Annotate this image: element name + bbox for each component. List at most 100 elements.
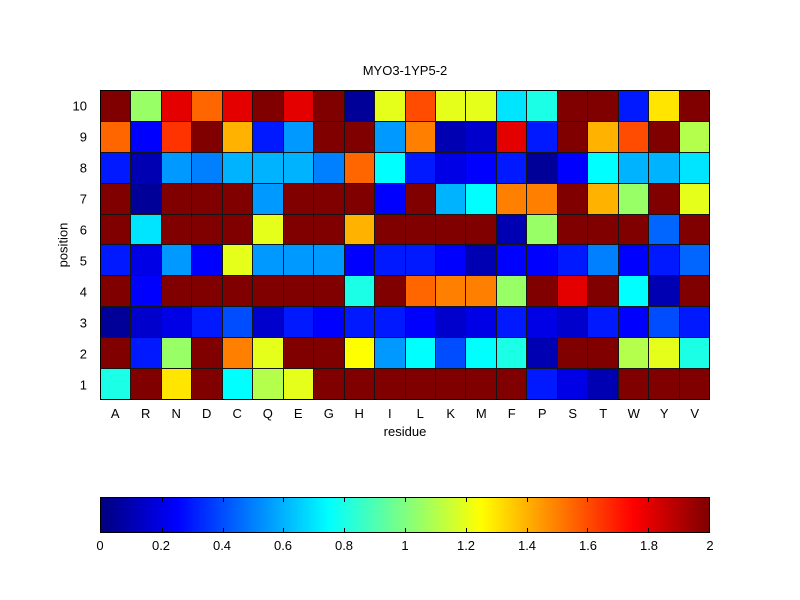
- heatmap-cell: [161, 307, 192, 338]
- heatmap-cell: [496, 307, 527, 338]
- colorbar-tickmark: [344, 498, 346, 502]
- heatmap-cell: [588, 276, 618, 307]
- heatmap-cell: [253, 183, 283, 214]
- x-tick-label: L: [416, 406, 424, 421]
- heatmap-cell: [161, 245, 192, 276]
- heatmap-cell: [679, 121, 709, 152]
- heatmap-cell: [496, 183, 527, 214]
- heatmap-cell: [344, 369, 375, 399]
- heatmap-cell: [557, 338, 588, 369]
- x-tick-label: E: [293, 406, 303, 421]
- heatmap-cell: [649, 214, 679, 245]
- colorbar-tickmark: [222, 528, 224, 532]
- y-tick-label: 6: [79, 222, 87, 237]
- heatmap-cell: [405, 245, 435, 276]
- heatmap-cell: [496, 152, 527, 183]
- chart-title: MYO3-1YP5-2: [362, 63, 448, 78]
- colorbar: [100, 497, 710, 533]
- heatmap-cell: [618, 338, 649, 369]
- heatmap-cell: [405, 152, 435, 183]
- heatmap-cell: [253, 307, 283, 338]
- heatmap-cell: [649, 276, 679, 307]
- heatmap-cell: [192, 369, 222, 399]
- heatmap-cell: [253, 152, 283, 183]
- colorbar-tickmark: [283, 498, 285, 502]
- heatmap-cell: [649, 183, 679, 214]
- x-tick-label: S: [568, 406, 578, 421]
- heatmap-cell: [131, 276, 161, 307]
- heatmap-cell: [466, 276, 496, 307]
- heatmap-cell: [679, 369, 709, 399]
- heatmap-cell: [344, 307, 375, 338]
- x-tick-label: W: [627, 406, 640, 421]
- heatmap-cell: [222, 121, 253, 152]
- heatmap-cell: [283, 214, 314, 245]
- y-tick-label: 10: [72, 98, 87, 113]
- heatmap-cell: [131, 121, 161, 152]
- heatmap-cell: [222, 183, 253, 214]
- heatmap-cell: [588, 307, 618, 338]
- heatmap-cell: [101, 152, 131, 183]
- colorbar-tickmark: [648, 528, 650, 532]
- y-axis-ticks: 10 9 8 7 6 5 4 3 2 1: [0, 90, 93, 400]
- heatmap-cell: [405, 121, 435, 152]
- x-tick-label: Y: [659, 406, 669, 421]
- heatmap-cell: [496, 369, 527, 399]
- x-tick-label: G: [323, 406, 334, 421]
- colorbar-tickmark: [161, 528, 163, 532]
- heatmap-cell: [192, 338, 222, 369]
- heatmap-cell: [253, 338, 283, 369]
- heatmap-cell: [496, 91, 527, 121]
- heatmap-cell: [101, 214, 131, 245]
- colorbar-tickmark: [222, 498, 224, 502]
- heatmap-cell: [588, 245, 618, 276]
- colorbar-tick-label: 1.8: [639, 538, 659, 553]
- heatmap-cell: [131, 369, 161, 399]
- heatmap-cell: [375, 214, 405, 245]
- heatmap-cell: [253, 276, 283, 307]
- heatmap-cell: [283, 245, 314, 276]
- heatmap-cell: [222, 245, 253, 276]
- heatmap-cell: [557, 183, 588, 214]
- colorbar-tick-label: 1: [401, 538, 409, 553]
- heatmap-cell: [466, 307, 496, 338]
- colorbar-tick-label: 1.2: [456, 538, 476, 553]
- colorbar-tick-label: 0.6: [273, 538, 293, 553]
- heatmap-cell: [101, 276, 131, 307]
- heatmap-cell: [314, 276, 344, 307]
- heatmap-cell: [466, 214, 496, 245]
- heatmap-cell: [314, 245, 344, 276]
- heatmap-cell: [435, 214, 466, 245]
- heatmap-cell: [283, 369, 314, 399]
- heatmap-cell: [618, 91, 649, 121]
- heatmap-cell: [679, 307, 709, 338]
- colorbar-tick-label: 1.4: [517, 538, 537, 553]
- heatmap-cell: [101, 369, 131, 399]
- heatmap-cell: [588, 183, 618, 214]
- heatmap-cell: [496, 121, 527, 152]
- heatmap-cell: [557, 307, 588, 338]
- heatmap-cell: [649, 91, 679, 121]
- heatmap-cell: [161, 369, 192, 399]
- colorbar-tick-label: 1.6: [578, 538, 598, 553]
- heatmap-cell: [344, 152, 375, 183]
- colorbar-tickmark: [405, 528, 406, 532]
- heatmap-cell: [161, 214, 192, 245]
- heatmap-cell: [618, 369, 649, 399]
- heatmap-cell: [679, 245, 709, 276]
- heatmap-cell: [222, 152, 253, 183]
- colorbar-tickmark: [526, 528, 528, 532]
- heatmap-cell: [101, 338, 131, 369]
- heatmap-cell: [253, 245, 283, 276]
- colorbar-tickmark: [283, 528, 285, 532]
- heatmap-cell: [253, 214, 283, 245]
- heatmap-cell: [557, 121, 588, 152]
- heatmap-cell: [618, 183, 649, 214]
- heatmap-cell: [618, 121, 649, 152]
- heatmap-cell: [375, 183, 405, 214]
- heatmap-cell: [314, 307, 344, 338]
- heatmap-cell: [557, 276, 588, 307]
- heatmap-cell: [435, 307, 466, 338]
